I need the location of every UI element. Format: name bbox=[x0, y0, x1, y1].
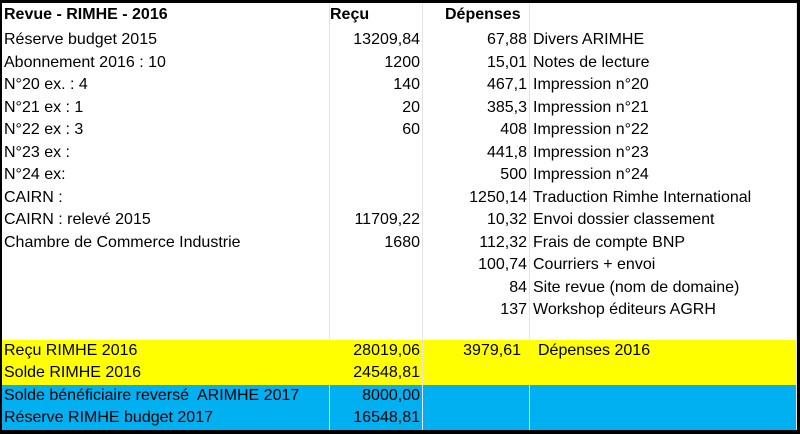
cell: 60 bbox=[330, 119, 423, 142]
cell bbox=[530, 384, 797, 407]
cell: 441,8 bbox=[423, 141, 530, 164]
cell: Impression n°23 bbox=[530, 141, 797, 164]
cell: Courriers + envoi bbox=[530, 254, 797, 277]
table-row: CAIRN : relevé 2015 11709,22 10,32 Envoi do… bbox=[2, 209, 797, 232]
cell: N°21 ex : 1 bbox=[2, 96, 330, 119]
cell: N°20 ex. : 4 bbox=[2, 74, 330, 97]
cell: 24548,81 bbox=[330, 362, 423, 385]
cell: Workshop éditeurs AGRH bbox=[530, 299, 797, 322]
cell: 408 bbox=[423, 119, 530, 142]
rows: Réserve budget 2015 13209,84 67,88 Divers A… bbox=[2, 29, 797, 322]
cell: 137 bbox=[423, 299, 530, 322]
cell: N°23 ex : bbox=[2, 141, 330, 164]
cell: 20 bbox=[330, 96, 423, 119]
cell bbox=[530, 3, 797, 29]
cell: 13209,84 bbox=[330, 29, 423, 52]
cell: Solde bénéficiaire reversé ARIMHE 2017 bbox=[2, 384, 330, 407]
table-row: 84 Site revue (nom de domaine) bbox=[2, 276, 797, 299]
cell: 100,74 bbox=[423, 254, 530, 277]
cell bbox=[2, 254, 330, 277]
cell bbox=[330, 141, 423, 164]
cell: 1200 bbox=[330, 51, 423, 74]
table-row: Abonnement 2016 : 10 1200 15,01 Notes de le… bbox=[2, 51, 797, 74]
cell: 385,3 bbox=[423, 96, 530, 119]
cell: Notes de lecture bbox=[530, 51, 797, 74]
summary-row: Solde bénéficiaire reversé ARIMHE 2017 80… bbox=[2, 384, 797, 407]
cell: Envoi dossier classement bbox=[530, 209, 797, 232]
column-header: Reçu bbox=[330, 3, 423, 29]
cell: Impression n°21 bbox=[530, 96, 797, 119]
table-row: N°24 ex: 500 Impression n°24 bbox=[2, 164, 797, 187]
table-row: N°21 ex : 1 20 385,3 Impression n°21 bbox=[2, 96, 797, 119]
cell: N°22 ex : 3 bbox=[2, 119, 330, 142]
cell: Site revue (nom de domaine) bbox=[530, 276, 797, 299]
cell: 67,88 bbox=[423, 29, 530, 52]
cell: 11709,22 bbox=[330, 209, 423, 232]
spreadsheet: Revue - RIMHE - 2016 Reçu Dépenses Réser… bbox=[2, 3, 797, 430]
cell: Divers ARIMHE bbox=[530, 29, 797, 52]
cell: 15,01 bbox=[423, 51, 530, 74]
cell: CAIRN : bbox=[2, 186, 330, 209]
cell bbox=[2, 276, 330, 299]
empty-row bbox=[2, 321, 797, 340]
cell: 1250,14 bbox=[423, 186, 530, 209]
cell: 10,32 bbox=[423, 209, 530, 232]
cell bbox=[330, 276, 423, 299]
cell: Réserve budget 2015 bbox=[2, 29, 330, 52]
cell: Réserve RIMHE budget 2017 bbox=[2, 407, 330, 430]
cell: Frais de compte BNP bbox=[530, 231, 797, 254]
cell: Solde RIMHE 2016 bbox=[2, 362, 330, 385]
cell bbox=[330, 164, 423, 187]
cell bbox=[2, 299, 330, 322]
cell: 140 bbox=[330, 74, 423, 97]
cell: 112,32 bbox=[423, 231, 530, 254]
cell: 3979,61 bbox=[423, 339, 530, 362]
cell: Impression n°22 bbox=[530, 119, 797, 142]
table-row: CAIRN : 1250,14 Traduction Rimhe Internati… bbox=[2, 186, 797, 209]
header-row: Revue - RIMHE - 2016 Reçu Dépenses bbox=[2, 3, 797, 29]
cell bbox=[423, 384, 530, 407]
cell: 1680 bbox=[330, 231, 423, 254]
summary-row: Réserve RIMHE budget 2017 16548,81 bbox=[2, 407, 797, 430]
cell bbox=[530, 407, 797, 430]
cell: Dépenses 2016 bbox=[530, 339, 797, 362]
cell bbox=[330, 254, 423, 277]
cell bbox=[423, 362, 530, 385]
cell: Impression n°24 bbox=[530, 164, 797, 187]
cell: Impression n°20 bbox=[530, 74, 797, 97]
table-row: N°20 ex. : 4 140 467,1 Impression n°20 bbox=[2, 74, 797, 97]
cell bbox=[330, 299, 423, 322]
table-row: 137 Workshop éditeurs AGRH bbox=[2, 299, 797, 322]
title: Revue - RIMHE - 2016 bbox=[2, 3, 330, 29]
cell: Reçu RIMHE 2016 bbox=[2, 339, 330, 362]
column-header: Dépenses bbox=[423, 3, 530, 29]
summary-rows: Reçu RIMHE 2016 28019,06 3979,61 Dépenses 2… bbox=[2, 339, 797, 430]
cell: 84 bbox=[423, 276, 530, 299]
cell: Traduction Rimhe International bbox=[530, 186, 797, 209]
summary-row: Reçu RIMHE 2016 28019,06 3979,61 Dépenses 2… bbox=[2, 339, 797, 362]
table-row: Réserve budget 2015 13209,84 67,88 Divers A… bbox=[2, 29, 797, 52]
cell: 28019,06 bbox=[330, 339, 423, 362]
table-row: N°23 ex : 441,8 Impression n°23 bbox=[2, 141, 797, 164]
summary-row: Solde RIMHE 2016 24548,81 bbox=[2, 362, 797, 385]
cell: N°24 ex: bbox=[2, 164, 330, 187]
table-row: Chambre de Commerce Industrie 1680 112,32 F… bbox=[2, 231, 797, 254]
cell: Abonnement 2016 : 10 bbox=[2, 51, 330, 74]
table-row: N°22 ex : 3 60 408 Impression n°22 bbox=[2, 119, 797, 142]
cell: 500 bbox=[423, 164, 530, 187]
cell: 8000,00 bbox=[330, 384, 423, 407]
cell: 16548,81 bbox=[330, 407, 423, 430]
cell: Chambre de Commerce Industrie bbox=[2, 231, 330, 254]
cell: 467,1 bbox=[423, 74, 530, 97]
cell: CAIRN : relevé 2015 bbox=[2, 209, 330, 232]
table-row: 100,74 Courriers + envoi bbox=[2, 254, 797, 277]
cell bbox=[330, 186, 423, 209]
cell bbox=[530, 362, 797, 385]
cell bbox=[423, 407, 530, 430]
